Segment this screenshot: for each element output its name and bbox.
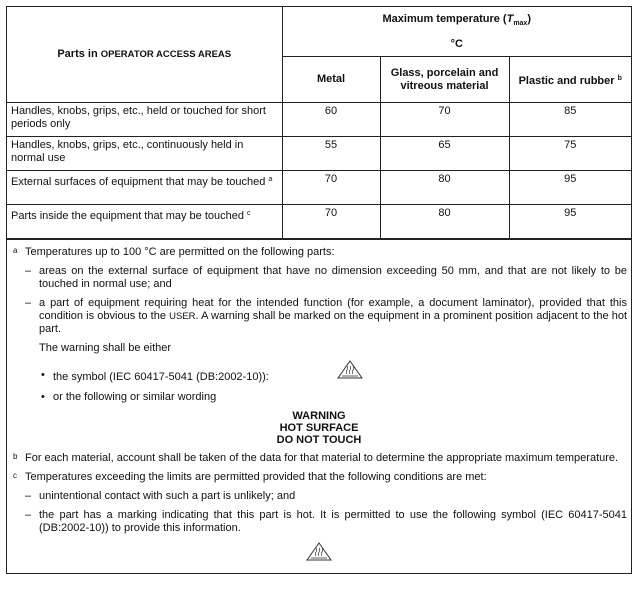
hot-surface-warning-icon — [336, 359, 364, 385]
value-cell: 70 — [379, 102, 510, 138]
value-cell: 70 — [281, 204, 381, 240]
warning-text: WARNING HOT SURFACE DO NOT TOUCH — [276, 410, 362, 447]
value-cell: 65 — [379, 136, 510, 172]
unit-label: °C — [450, 38, 463, 51]
footnote-a-item: – a part of equipment requiring heat for … — [25, 297, 628, 336]
part-cell: Parts inside the equipment that may be t… — [7, 204, 283, 240]
temperature-limits-table: Parts in OPERATOR ACCESS AREAS Maximum t… — [7, 7, 631, 240]
max-temperature-header: Maximum temperature (Tmax) °C — [281, 7, 631, 58]
warning-intro: The warning shall be either — [39, 342, 172, 355]
table-row: External surfaces of equipment that may … — [7, 170, 631, 206]
value-cell: 75 — [508, 136, 631, 172]
footnote-a: a Temperatures up to 100 °C are permitted… — [13, 246, 335, 259]
footnote-c-item: – the part has a marking indicating that … — [25, 509, 627, 535]
table-row: Parts inside the equipment that may be t… — [7, 204, 631, 240]
part-cell: External surfaces of equipment that may … — [7, 170, 283, 206]
footnote-a-item: – areas on the external surface of equipm… — [25, 265, 627, 291]
column-header-plastic: Plastic and rubber b — [508, 56, 631, 104]
value-cell: 85 — [508, 102, 631, 138]
table-row: Handles, knobs, grips, etc., held or tou… — [7, 102, 631, 138]
value-cell: 60 — [281, 102, 381, 138]
footnote-c-item: – unintentional contact with such a part … — [25, 490, 296, 503]
column-header-glass: Glass, porcelain and vitreous material — [379, 56, 510, 104]
value-cell: 80 — [379, 170, 510, 206]
footnote-c: c Temperatures exceeding the limits are p… — [13, 471, 487, 484]
footnote-b: b For each material, account shall be tak… — [13, 452, 619, 465]
temperature-limits-table-frame: Parts in OPERATOR ACCESS AREAS Maximum t… — [6, 6, 632, 575]
parts-column-header: Parts in OPERATOR ACCESS AREAS — [7, 7, 283, 104]
value-cell: 95 — [508, 170, 631, 206]
value-cell: 55 — [281, 136, 381, 172]
bullet-symbol: • the symbol (IEC 60417-5041 (DB:2002-10)… — [11, 360, 627, 385]
part-cell: Handles, knobs, grips, etc., held or tou… — [7, 102, 283, 138]
value-cell: 95 — [508, 204, 631, 240]
bullet-wording: • or the following or similar wording — [41, 391, 217, 404]
hot-surface-warning-icon — [305, 541, 333, 567]
value-cell: 80 — [379, 204, 510, 240]
value-cell: 70 — [281, 170, 381, 206]
table-row: Handles, knobs, grips, etc., continuousl… — [7, 136, 631, 172]
table-footnotes: a Temperatures up to 100 °C are permitted… — [7, 239, 631, 573]
column-header-metal: Metal — [282, 56, 381, 104]
part-cell: Handles, knobs, grips, etc., continuousl… — [7, 136, 283, 172]
